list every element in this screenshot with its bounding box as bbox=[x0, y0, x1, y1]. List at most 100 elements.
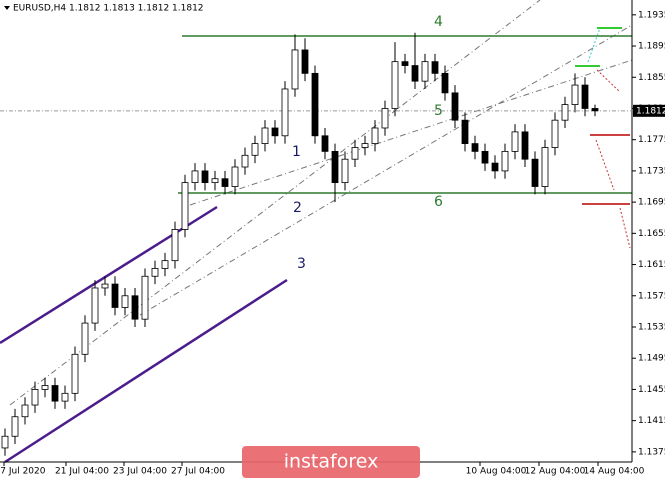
arrow-path bbox=[595, 139, 615, 191]
candle-body bbox=[561, 104, 569, 121]
candle-body bbox=[31, 389, 39, 406]
watermark: instaforex bbox=[284, 451, 379, 473]
candle-body bbox=[381, 108, 389, 129]
candle-body bbox=[171, 229, 179, 262]
trend-line bbox=[9, 0, 541, 406]
x-tick-label: 27 Jul 04:00 bbox=[171, 467, 225, 477]
candle-body bbox=[61, 392, 69, 402]
x-tick-label: 21 Jul 04:00 bbox=[55, 467, 109, 477]
candle-body bbox=[281, 88, 289, 137]
candle-body bbox=[121, 295, 129, 308]
y-tick-label: 1.1575 bbox=[638, 291, 665, 301]
candle-body bbox=[221, 178, 229, 187]
candle-body bbox=[111, 283, 119, 308]
candle-body bbox=[541, 147, 549, 187]
y-tick-label: 1.1655 bbox=[638, 229, 665, 239]
x-tick-label: 10 Aug 04:00 bbox=[466, 467, 527, 477]
annotation: 1 bbox=[292, 144, 301, 160]
annotation: 4 bbox=[434, 14, 443, 30]
candle-body bbox=[291, 49, 299, 90]
watermark-box bbox=[242, 446, 420, 478]
candle-body bbox=[71, 353, 79, 394]
y-tick-label: 1.1615 bbox=[638, 260, 665, 270]
candle-body bbox=[571, 84, 579, 105]
candle-body bbox=[371, 127, 379, 144]
y-tick-label: 1.1735 bbox=[638, 166, 665, 176]
candle-body bbox=[441, 72, 449, 94]
candle-body bbox=[551, 119, 559, 148]
candle-body bbox=[511, 131, 519, 152]
candle-body bbox=[341, 158, 349, 184]
candle-body bbox=[351, 147, 359, 160]
annotation: 3 bbox=[297, 256, 306, 272]
annotation: 2 bbox=[293, 200, 302, 216]
candle-body bbox=[191, 170, 199, 184]
candle-body bbox=[501, 150, 509, 172]
candle-body bbox=[421, 61, 429, 82]
candle-body bbox=[471, 143, 479, 152]
candle-body bbox=[481, 150, 489, 164]
arrow-path bbox=[619, 207, 631, 249]
y-tick-label: 1.1535 bbox=[638, 322, 665, 332]
candle-body bbox=[331, 150, 339, 184]
candle-body bbox=[21, 404, 29, 418]
candle-body bbox=[591, 108, 599, 112]
candle-body bbox=[361, 143, 369, 148]
y-tick-label: 1.1895 bbox=[638, 42, 665, 52]
menu-arrow bbox=[4, 6, 10, 10]
candle-body bbox=[401, 61, 409, 66]
last-price-box bbox=[633, 104, 665, 117]
y-tick-label: 1.1495 bbox=[638, 354, 665, 364]
candle-body bbox=[271, 127, 279, 137]
x-tick-label: 14 Aug 04:00 bbox=[584, 467, 645, 477]
x-tick-label: 17 Jul 2020 bbox=[0, 467, 46, 477]
channel-line bbox=[0, 205, 218, 345]
candle-body bbox=[531, 158, 539, 187]
candle-body bbox=[251, 143, 259, 156]
candle-body bbox=[431, 61, 439, 74]
candle-body bbox=[321, 135, 329, 152]
candle-body bbox=[581, 84, 589, 109]
candle-body bbox=[91, 287, 99, 324]
candle-body bbox=[11, 416, 19, 437]
candle-body bbox=[131, 295, 139, 320]
chart-title: EURUSD,H4 1.1812 1.1813 1.1812 1.1812 bbox=[13, 4, 204, 14]
candle-body bbox=[181, 182, 189, 230]
x-tick-label: 23 Jul 04:00 bbox=[113, 467, 167, 477]
y-tick-label: 1.1935 bbox=[638, 10, 665, 20]
candle-body bbox=[301, 49, 309, 74]
candle-body bbox=[201, 170, 209, 184]
candle-body bbox=[41, 385, 49, 390]
candle-body bbox=[1, 435, 9, 449]
candle-body bbox=[211, 178, 219, 184]
arrow-path bbox=[596, 69, 621, 93]
candle-body bbox=[241, 154, 249, 168]
candle-body bbox=[151, 268, 159, 277]
annotation: 6 bbox=[434, 194, 443, 210]
candle-body bbox=[231, 166, 239, 187]
candle-body bbox=[491, 162, 499, 172]
candle-body bbox=[391, 61, 399, 109]
y-tick-label: 1.1415 bbox=[638, 416, 665, 426]
channel-line bbox=[4, 278, 288, 464]
candle-body bbox=[461, 119, 469, 144]
candle-body bbox=[141, 275, 149, 320]
candle-body bbox=[311, 72, 319, 137]
x-tick-label: 12 Aug 04:00 bbox=[525, 467, 586, 477]
y-tick-label: 1.1855 bbox=[638, 73, 665, 83]
trend-line bbox=[139, 24, 633, 316]
candle-body bbox=[51, 385, 59, 402]
y-tick-label: 1.1455 bbox=[638, 385, 665, 395]
candle-body bbox=[411, 65, 419, 82]
candle-body bbox=[451, 92, 459, 121]
candle-body bbox=[101, 283, 109, 289]
y-tick-label: 1.1375 bbox=[638, 447, 665, 457]
candle-body bbox=[261, 127, 269, 144]
candle-body bbox=[521, 131, 529, 160]
candle-body bbox=[81, 322, 89, 355]
last-price-label: 1.1812 bbox=[636, 106, 665, 116]
candle-body bbox=[161, 260, 169, 269]
y-tick-label: 1.1775 bbox=[638, 135, 665, 145]
